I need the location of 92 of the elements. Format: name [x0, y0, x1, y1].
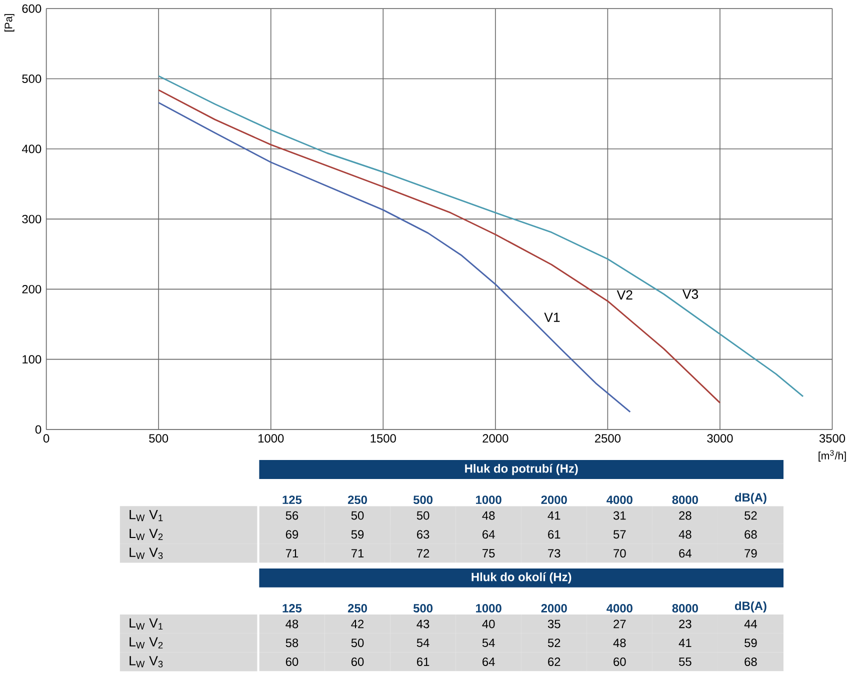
data-label: 57 [613, 530, 626, 538]
data-label: 70 [614, 548, 626, 558]
x-tick-label: 4000 [606, 604, 632, 612]
data-label: 64 [482, 530, 495, 539]
y-tick-label: L$_{W}$ V$_{3}$ [130, 656, 163, 668]
x-tick-label: 2500 [595, 434, 621, 443]
x-tick-label: 8000 [672, 604, 698, 612]
data-label: 60 [614, 657, 626, 666]
y-tick-label: L$_{W}$ V$_{2}$ [130, 528, 163, 540]
x-tick-label: 0 [43, 434, 50, 443]
data-label: 62 [548, 657, 560, 666]
data-label: 41 [548, 511, 560, 520]
data-label: 31 [613, 511, 626, 520]
data-label: 63 [417, 530, 430, 539]
x-tick-label: 1500 [370, 434, 396, 443]
data-label: 48 [482, 511, 495, 520]
data-label: 48 [286, 620, 298, 628]
y-tick-label: 300 [22, 214, 42, 224]
data-label: 60 [286, 657, 298, 666]
data-label: 59 [351, 530, 364, 539]
data-label: 68 [744, 657, 757, 666]
x-tick-label: 500 [413, 604, 433, 612]
y-axis-title: [Pa] [4, 14, 14, 32]
y-tick-label: 600 [22, 4, 42, 13]
data-label: 41 [678, 638, 692, 647]
x-tick-label: dB(A) [734, 492, 766, 504]
data-label: 56 [286, 511, 298, 520]
data-label: 50 [416, 511, 430, 520]
x-tick-label: 125 [282, 604, 302, 612]
x-tick-label: 1000 [258, 434, 284, 443]
data-label: 64 [482, 657, 495, 666]
x-tick-label: 2000 [541, 604, 567, 612]
data-label: 48 [613, 638, 626, 647]
chart-title: Hluk do okolí (Hz) [472, 572, 572, 584]
x-tick-label: dB(A) [734, 601, 766, 612]
data-label: 71 [351, 549, 364, 558]
data-label: 72 [417, 549, 430, 558]
data-label: 42 [351, 620, 364, 628]
x-tick-label: 2000 [482, 434, 508, 443]
data-label: 55 [679, 658, 692, 666]
y-tick-label: 0 [35, 425, 42, 434]
data-label: 54 [482, 638, 495, 647]
x-tick-label: 3000 [707, 434, 733, 443]
x-tick-label: 500 [413, 495, 433, 504]
data-label: 64 [679, 548, 692, 558]
data-label: 68 [744, 530, 757, 539]
y-tick-label: L$_{W}$ V$_{1}$ [130, 618, 163, 630]
data-label: 50 [351, 511, 364, 520]
x-tick-label: 1000 [476, 495, 502, 504]
data-label: 61 [548, 530, 560, 539]
x-tick-label: 8000 [672, 495, 698, 504]
series-label: V1 [544, 312, 560, 322]
data-label: 43 [416, 620, 430, 628]
x-tick-label: 2000 [541, 495, 567, 504]
x-tick-label: 250 [348, 495, 367, 504]
data-label: 35 [548, 620, 560, 628]
y-tick-label: L$_{W}$ V$_{1}$ [130, 510, 163, 521]
data-label: 50 [351, 638, 364, 647]
y-tick-label: 400 [22, 144, 42, 154]
y-tick-label: 100 [22, 355, 42, 364]
data-label: 23 [679, 620, 692, 628]
series-label: V3 [682, 289, 698, 299]
data-label: 52 [548, 638, 560, 647]
data-label: 52 [744, 511, 757, 520]
data-label: 58 [286, 638, 298, 647]
x-tick-label: 250 [348, 604, 367, 612]
x-tick-label: 3500 [819, 434, 846, 443]
data-label: 61 [417, 657, 430, 666]
series-label: V2 [616, 290, 632, 300]
data-label: 75 [482, 549, 495, 558]
x-tick-label: 4000 [606, 495, 632, 504]
data-label: 28 [679, 511, 692, 520]
y-tick-label: L$_{W}$ V$_{2}$ [130, 637, 163, 648]
data-label: 27 [614, 620, 626, 628]
data-label: 44 [744, 620, 757, 628]
x-tick-label: 125 [282, 495, 302, 504]
chart-title: Hluk do potrubí (Hz) [465, 464, 578, 476]
data-label: 59 [744, 638, 757, 647]
data-label: 69 [286, 530, 298, 539]
y-tick-label: L$_{W}$ V$_{3}$ [130, 548, 163, 559]
data-label: 71 [286, 549, 298, 558]
y-tick-label: 500 [22, 74, 42, 83]
data-label: 40 [482, 620, 495, 628]
data-label: 60 [351, 657, 364, 666]
data-label: 73 [548, 548, 560, 558]
x-axis-title: [m$^{3}$/h] [818, 450, 846, 462]
data-label: 48 [678, 530, 692, 539]
x-tick-label: 500 [149, 434, 168, 443]
x-tick-label: 1000 [476, 604, 502, 612]
y-tick-label: 200 [22, 284, 42, 294]
data-label: 54 [416, 638, 430, 647]
data-label: 79 [744, 548, 757, 558]
